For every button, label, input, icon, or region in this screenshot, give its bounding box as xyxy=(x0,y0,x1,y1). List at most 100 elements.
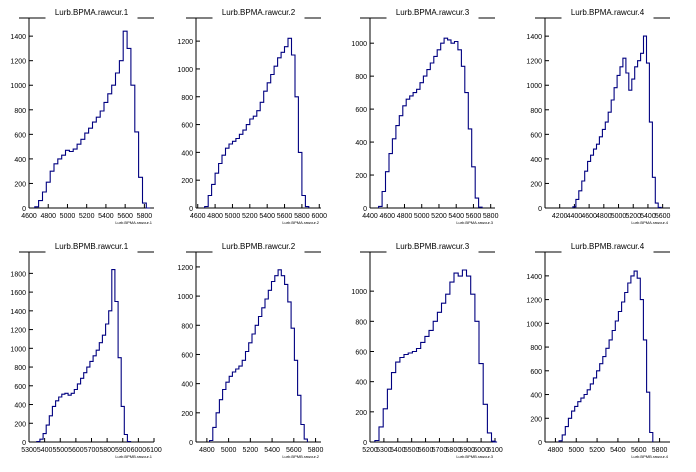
x-tick-label: 4800 xyxy=(596,213,612,220)
x-tick-label: 5200 xyxy=(243,447,259,454)
x-tick-label: 4600 xyxy=(190,213,206,220)
y-tick-label: 600 xyxy=(181,352,193,359)
histogram-title: Lurb.BPMA.rawcur.2 xyxy=(222,8,296,17)
y-tick-label: 200 xyxy=(530,416,542,423)
x-tick-label: 5400 xyxy=(640,213,656,220)
x-tick-label: 5800 xyxy=(294,213,310,220)
x-tick-label: 5800 xyxy=(99,447,115,454)
y-tick-label: 1200 xyxy=(526,298,542,305)
x-tick-label: 5000 xyxy=(414,213,430,220)
x-tick-label: 5500 xyxy=(404,447,420,454)
histogram-line xyxy=(374,269,498,443)
histogram-line xyxy=(36,269,132,443)
y-tick-label: 1200 xyxy=(177,39,193,46)
x-tick-label: 5200 xyxy=(79,213,95,220)
histogram-title-box xyxy=(212,240,305,252)
y-tick-label: 800 xyxy=(530,345,542,352)
x-tick-label: 5600 xyxy=(466,213,482,220)
y-tick-label: 1000 xyxy=(526,321,542,328)
y-tick-label: 600 xyxy=(14,384,26,391)
histogram-line xyxy=(378,37,483,208)
y-tick-label: 800 xyxy=(181,95,193,102)
histogram-panel-2: Lurb.BPMA.rawcur.2 0 200 400 600 800 1000 1200 4… xyxy=(177,6,327,225)
x-tick-label: 4400 xyxy=(567,213,583,220)
y-tick-label: 0 xyxy=(22,440,26,447)
y-tick-label: 0 xyxy=(189,440,193,447)
x-tick-label: 5500 xyxy=(52,447,68,454)
x-tick-label: 6100 xyxy=(487,447,503,454)
x-axis-title: Lurb.BPMB.rawcur.3 xyxy=(456,454,493,459)
x-tick-label: 5300 xyxy=(376,447,392,454)
x-tick-label: 5600 xyxy=(418,447,434,454)
histogram-panel-1: Lurb.BPMA.rawcur.1 0 200 400 600 800 1000 1200 1… xyxy=(10,6,154,225)
x-tick-label: 5700 xyxy=(432,447,448,454)
x-tick-label: 5400 xyxy=(448,213,464,220)
x-tick-label: 5400 xyxy=(37,447,53,454)
y-tick-label: 200 xyxy=(181,411,193,418)
y-tick-label: 0 xyxy=(363,440,367,447)
y-tick-label: 800 xyxy=(14,108,26,115)
histogram-line xyxy=(34,30,151,209)
y-tick-label: 0 xyxy=(538,206,542,213)
x-tick-label: 4800 xyxy=(207,213,223,220)
y-tick-label: 400 xyxy=(355,140,367,147)
y-tick-label: 400 xyxy=(530,157,542,164)
x-tick-label: 5600 xyxy=(631,447,647,454)
y-tick-label: 1400 xyxy=(10,34,26,41)
y-tick-label: 1200 xyxy=(177,265,193,272)
histogram-title-box xyxy=(212,6,305,18)
histogram-title-box xyxy=(561,240,654,252)
x-tick-label: 5000 xyxy=(60,213,76,220)
y-tick-label: 0 xyxy=(363,206,367,213)
x-tick-label: 6100 xyxy=(146,447,162,454)
y-tick-label: 200 xyxy=(181,178,193,185)
y-tick-label: 0 xyxy=(189,206,193,213)
x-tick-label: 5600 xyxy=(68,447,84,454)
y-tick-label: 1000 xyxy=(351,289,367,296)
x-tick-label: 5600 xyxy=(286,447,302,454)
histogram-title: Lurb.BPMB.rawcur.3 xyxy=(396,242,470,251)
x-tick-label: 4800 xyxy=(40,213,56,220)
x-tick-label: 5400 xyxy=(259,213,275,220)
histogram-title-box xyxy=(45,6,138,18)
x-tick-label: 5600 xyxy=(117,213,133,220)
x-tick-label: 5400 xyxy=(610,447,626,454)
y-tick-label: 400 xyxy=(14,403,26,410)
x-tick-label: 4600 xyxy=(379,213,395,220)
y-tick-label: 600 xyxy=(181,123,193,130)
y-tick-label: 200 xyxy=(14,181,26,188)
x-axis-title: Lurb.BPMB.rawcur.2 xyxy=(282,454,319,459)
y-tick-label: 1400 xyxy=(526,34,542,41)
y-tick-label: 400 xyxy=(181,150,193,157)
y-tick-label: 800 xyxy=(14,365,26,372)
histogram-title: Lurb.BPMA.rawcur.4 xyxy=(571,8,645,17)
x-tick-label: 6000 xyxy=(473,447,489,454)
x-tick-label: 5200 xyxy=(242,213,258,220)
histogram-title-box xyxy=(45,240,138,252)
y-tick-label: 400 xyxy=(355,380,367,387)
y-tick-label: 1000 xyxy=(10,83,26,90)
histogram-title-box xyxy=(386,6,479,18)
y-tick-label: 1000 xyxy=(177,294,193,301)
y-tick-label: 1400 xyxy=(10,309,26,316)
x-tick-label: 5200 xyxy=(589,447,605,454)
x-axis-title: Lurb.BPMA.rawcur.2 xyxy=(282,220,319,225)
x-tick-label: 5000 xyxy=(221,447,237,454)
y-tick-label: 0 xyxy=(22,206,26,213)
histogram-title: Lurb.BPMB.rawcur.4 xyxy=(571,242,645,251)
histogram-panel-5: Lurb.BPMB.rawcur.1 0 200 400 600 800 1000 1200 1… xyxy=(10,240,162,459)
x-tick-label: 5400 xyxy=(264,447,280,454)
y-tick-label: 200 xyxy=(14,421,26,428)
y-tick-label: 1800 xyxy=(10,271,26,278)
y-tick-label: 200 xyxy=(355,410,367,417)
y-tick-label: 1600 xyxy=(10,290,26,297)
y-tick-label: 1000 xyxy=(177,67,193,74)
y-tick-label: 400 xyxy=(530,393,542,400)
histogram-title-box xyxy=(386,240,479,252)
x-tick-label: 5800 xyxy=(308,447,324,454)
y-tick-label: 600 xyxy=(355,349,367,356)
y-tick-label: 1200 xyxy=(10,59,26,66)
histogram-line xyxy=(558,270,654,442)
